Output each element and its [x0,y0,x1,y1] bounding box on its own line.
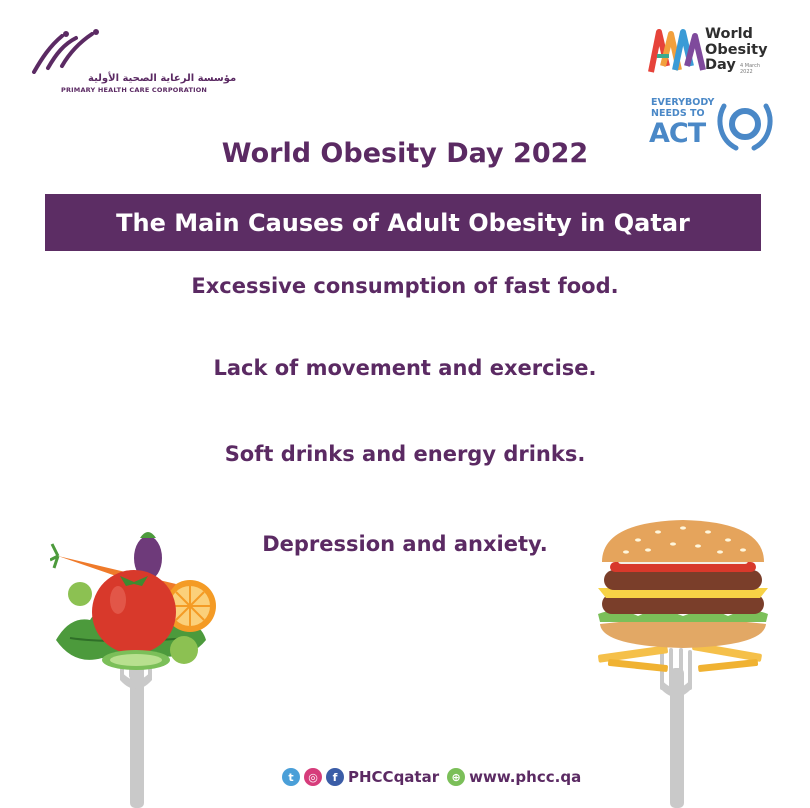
cause-item: Lack of movement and exercise. [213,356,597,380]
phcc-logo: مؤسسة الرعاية الصحية الأولية PRIMARY HEA… [24,28,236,94]
wod-wave-icon [648,29,706,73]
act-hands-icon [717,103,773,151]
act-logo-line1: EVERYBODY [651,97,715,108]
facebook-icon[interactable]: f [326,768,344,786]
twitter-icon[interactable]: t [282,768,300,786]
wod-logo-text: World Obesity Day [705,26,768,73]
vegetables-fork-illustration [50,532,216,808]
act-logo-big: ACT [649,118,706,149]
page-title: World Obesity Day 2022 [221,138,589,169]
world-obesity-day-logo: World Obesity Day 4 March 2022 [648,26,778,82]
everybody-needs-to-act-logo: EVERYBODY NEEDS TO ACT [648,96,778,152]
causes-banner: The Main Causes of Adult Obesity in Qata… [45,194,761,251]
phcc-leaf-icon [32,29,99,74]
burger-fork-illustration [598,520,768,808]
social-handle[interactable]: PHCCqatar [348,768,440,786]
causes-banner-text: The Main Causes of Adult Obesity in Qata… [116,208,690,237]
phcc-name-english: PRIMARY HEALTH CARE CORPORATION [61,86,208,94]
cause-item: Excessive consumption of fast food. [191,274,619,298]
cause-item: Soft drinks and energy drinks. [224,442,586,466]
phcc-name-arabic: مؤسسة الرعاية الصحية الأولية [88,73,237,84]
instagram-icon[interactable]: ◎ [304,768,322,786]
social-footer: t ◎ f PHCCqatar ⊕ www.phcc.qa [282,766,581,788]
website-link[interactable]: www.phcc.qa [469,768,582,786]
globe-icon: ⊕ [447,768,466,786]
cause-item: Depression and anxiety. [262,532,548,556]
act-logo-line2: NEEDS TO [651,108,705,119]
wod-logo-date: 4 March 2022 [740,63,761,75]
